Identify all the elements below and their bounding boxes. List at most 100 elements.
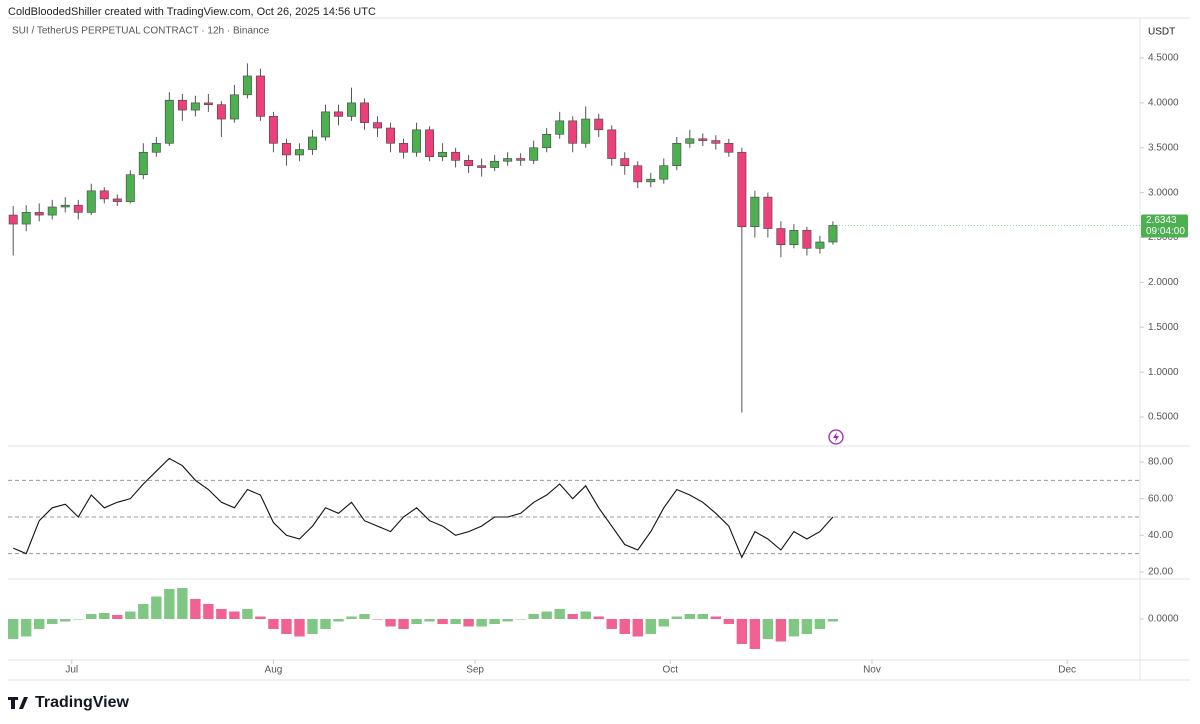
hist-bar [151,596,162,619]
hist-bar [60,619,71,622]
candle-body [164,99,174,144]
hist-bar [359,614,370,619]
hist-bar [684,614,696,619]
x-tick-label: Aug [265,665,283,676]
hist-bar [788,619,800,637]
y-tick-label: 0.0000 [1148,614,1179,625]
candle-body [477,165,487,168]
y-tick-label: 60.00 [1148,493,1173,504]
y-tick-label: 3.5000 [1148,142,1179,153]
hist-bar [814,619,826,629]
y-tick-label: 2.0000 [1148,277,1179,288]
logo: TradingView [8,694,130,711]
y-tick-label: 1.5000 [1148,322,1179,333]
candle-body [607,129,617,159]
hist-bar [34,619,45,629]
y-tick-label: 4.5000 [1148,53,1179,64]
hist-bar [554,609,565,619]
candle-body [750,196,760,228]
candle-body [542,134,552,149]
hist-bar [216,609,227,619]
candle-body [425,129,435,158]
candle-body [255,75,265,117]
y-tick-label: 40.00 [1148,530,1173,541]
candle-body [34,212,44,216]
hist-bar [47,619,58,624]
candle-body [555,120,565,135]
candle-body [737,151,747,228]
candle-body [294,149,304,156]
axis-unit: USDT [1148,27,1175,38]
candle-body [190,102,200,111]
hist-bar [801,619,813,634]
hist-bar [281,619,292,634]
candle-body [568,120,578,144]
candle-body [151,142,161,153]
candle-body [334,111,343,117]
hist-bar [372,619,383,620]
hist-bar [463,619,474,627]
hist-bar [450,619,461,624]
candle-body [659,165,669,180]
hist-bar [619,619,630,634]
hist-bar [502,619,513,622]
candle-body [399,142,409,153]
hist-bar [86,614,97,619]
hist-bar [268,619,279,629]
candle-body [789,230,799,245]
last-price-box [1141,214,1188,238]
candle-body [177,99,187,111]
y-tick-label: 20.00 [1148,567,1173,578]
candle-body [112,198,122,202]
candle-body [125,174,135,202]
candle-body [464,160,474,167]
hist-bar [21,619,32,637]
candle-body [268,116,278,144]
candle-body [281,142,291,156]
candle-body [347,102,356,117]
last-price-label: 2.6343 [1146,215,1177,226]
y-tick-label: 3.0000 [1148,187,1179,198]
hist-bar [541,611,552,619]
y-tick-label: 4.0000 [1148,98,1179,109]
hist-bar [645,619,656,634]
hist-bar [710,616,722,619]
candle-body [229,94,239,120]
hist-bar [437,619,448,624]
hist-bar [242,609,253,619]
hist-bar [736,619,748,644]
hist-bar [307,619,318,634]
candle-body [763,196,773,229]
hist-bar [476,619,487,627]
hist-bar [580,611,591,619]
x-tick-label: Dec [1058,665,1076,676]
hist-bar [723,619,735,624]
hist-bar [333,619,344,622]
alert-icon[interactable] [828,429,844,445]
candle-body [711,140,721,144]
hist-bar [632,619,643,637]
candle-body [99,190,109,200]
hist-bar [489,619,500,624]
hist-bar [138,604,149,619]
candle-body [47,206,57,216]
hist-bar [99,613,110,619]
hist-bar [346,616,357,619]
candle-body [451,151,461,161]
header: ColdBloodedShiller created with TradingV… [8,6,376,18]
rsi-line [12,457,834,559]
candle-body [321,111,330,138]
hist-bar [73,619,84,620]
hist-bar [255,616,266,619]
hist-bar [125,611,136,619]
candle-body [724,142,734,153]
candle-body [386,127,396,144]
hist-bar [567,614,578,619]
hist-bar [762,619,774,639]
candle-body [529,147,539,161]
candle-body [594,118,604,131]
hist-bar [775,619,787,642]
candle-body [86,190,96,213]
